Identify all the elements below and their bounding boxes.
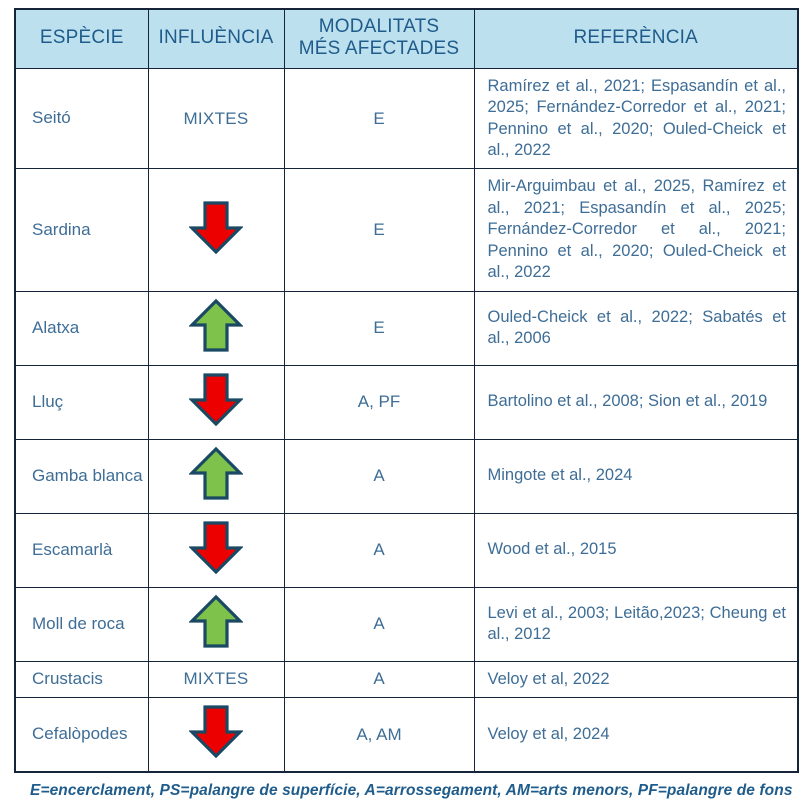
cell-reference: Ouled-Cheick et al., 2022; Sabatés et al… xyxy=(473,290,799,366)
table-row: Crustacis MIXTES A Veloy et al, 2022 xyxy=(14,660,799,699)
header-modality-line1: MODALITATS xyxy=(318,16,440,37)
cell-reference: Bartolino et al., 2008; Sion et al., 201… xyxy=(473,364,799,440)
cell-species: Alatxa xyxy=(14,290,149,366)
cell-influence xyxy=(147,438,285,514)
cell-reference: Mir-Arguimbau et al., 2025, Ramírez et a… xyxy=(473,168,799,292)
table-row: Gamba blanca A Mingote et al., 2024 xyxy=(14,438,799,514)
cell-reference: Ramírez et al., 2021; Espasandín et al.,… xyxy=(473,67,799,170)
cell-modality: A xyxy=(283,586,475,662)
header-modality-line2: MÉS AFECTADES xyxy=(298,37,460,59)
table-body: Seitó MIXTES E Ramírez et al., 2021; Espasa… xyxy=(14,67,799,773)
arrow-up-icon xyxy=(189,446,243,502)
arrow-up-icon xyxy=(189,298,243,354)
table-row: Escamarlà A Wood et al., 2015 xyxy=(14,512,799,588)
arrow-down-icon xyxy=(189,704,243,760)
arrow-down-icon xyxy=(189,372,243,428)
cell-reference: Levi et al., 2003; Leitão,2023; Cheung e… xyxy=(473,586,799,662)
table-header: ESPÈCIE INFLUÈNCIA MODALITATS MÉS AFECTA… xyxy=(14,8,799,69)
header-influence: INFLUÈNCIA xyxy=(147,8,285,69)
cell-modality: E xyxy=(283,168,475,292)
cell-modality: E xyxy=(283,67,475,170)
species-influence-table: ESPÈCIE INFLUÈNCIA MODALITATS MÉS AFECTA… xyxy=(14,8,799,774)
cell-influence xyxy=(147,697,285,773)
cell-modality: A, AM xyxy=(283,697,475,773)
cell-influence xyxy=(147,586,285,662)
influence-mixed-label: MIXTES xyxy=(183,669,249,689)
cell-reference: Wood et al., 2015 xyxy=(473,512,799,588)
influence-mixed-label: MIXTES xyxy=(183,108,249,128)
table-row: Sardina E Mir-Arguimbau et al., 2025, Ramí… xyxy=(14,168,799,292)
cell-reference: Mingote et al., 2024 xyxy=(473,438,799,514)
cell-species: Lluç xyxy=(14,364,149,440)
table-row: Lluç A, PF Bartolino et al., 2008; Sion et… xyxy=(14,364,799,440)
cell-species: Seitó xyxy=(14,67,149,170)
cell-influence xyxy=(147,290,285,366)
cell-reference: Veloy et al, 2024 xyxy=(473,697,799,773)
header-modality: MODALITATS MÉS AFECTADES xyxy=(283,8,475,69)
cell-species: Crustacis xyxy=(14,660,149,699)
cell-modality: A xyxy=(283,438,475,514)
header-species: ESPÈCIE xyxy=(14,8,149,69)
arrow-up-icon xyxy=(189,594,243,650)
cell-influence: MIXTES xyxy=(147,660,285,699)
cell-species: Gamba blanca xyxy=(14,438,149,514)
cell-modality: A xyxy=(283,660,475,699)
table-row: Alatxa E Ouled-Cheick et al., 2022; Sabaté… xyxy=(14,290,799,366)
table-page: ESPÈCIE INFLUÈNCIA MODALITATS MÉS AFECTA… xyxy=(14,8,799,799)
cell-influence xyxy=(147,364,285,440)
arrow-down-icon xyxy=(189,520,243,576)
cell-species: Sardina xyxy=(14,168,149,292)
cell-reference: Veloy et al, 2022 xyxy=(473,660,799,699)
table-row: Seitó MIXTES E Ramírez et al., 2021; Espasa… xyxy=(14,67,799,170)
table-footnote: E=encerclament, PS=palangre de superfíci… xyxy=(30,782,793,800)
cell-modality: A xyxy=(283,512,475,588)
cell-influence: MIXTES xyxy=(147,67,285,170)
table-row: Moll de roca A Levi et al., 2003; Leitão,2… xyxy=(14,586,799,662)
cell-modality: A, PF xyxy=(283,364,475,440)
cell-influence xyxy=(147,512,285,588)
cell-species: Moll de roca xyxy=(14,586,149,662)
cell-species: Escamarlà xyxy=(14,512,149,588)
table-row: Cefalòpodes A, AM Veloy et al, 2024 xyxy=(14,697,799,773)
header-row: ESPÈCIE INFLUÈNCIA MODALITATS MÉS AFECTA… xyxy=(14,8,799,69)
header-reference: REFERÈNCIA xyxy=(473,8,799,69)
arrow-down-icon xyxy=(189,200,243,256)
cell-modality: E xyxy=(283,290,475,366)
cell-species: Cefalòpodes xyxy=(14,697,149,773)
cell-influence xyxy=(147,168,285,292)
